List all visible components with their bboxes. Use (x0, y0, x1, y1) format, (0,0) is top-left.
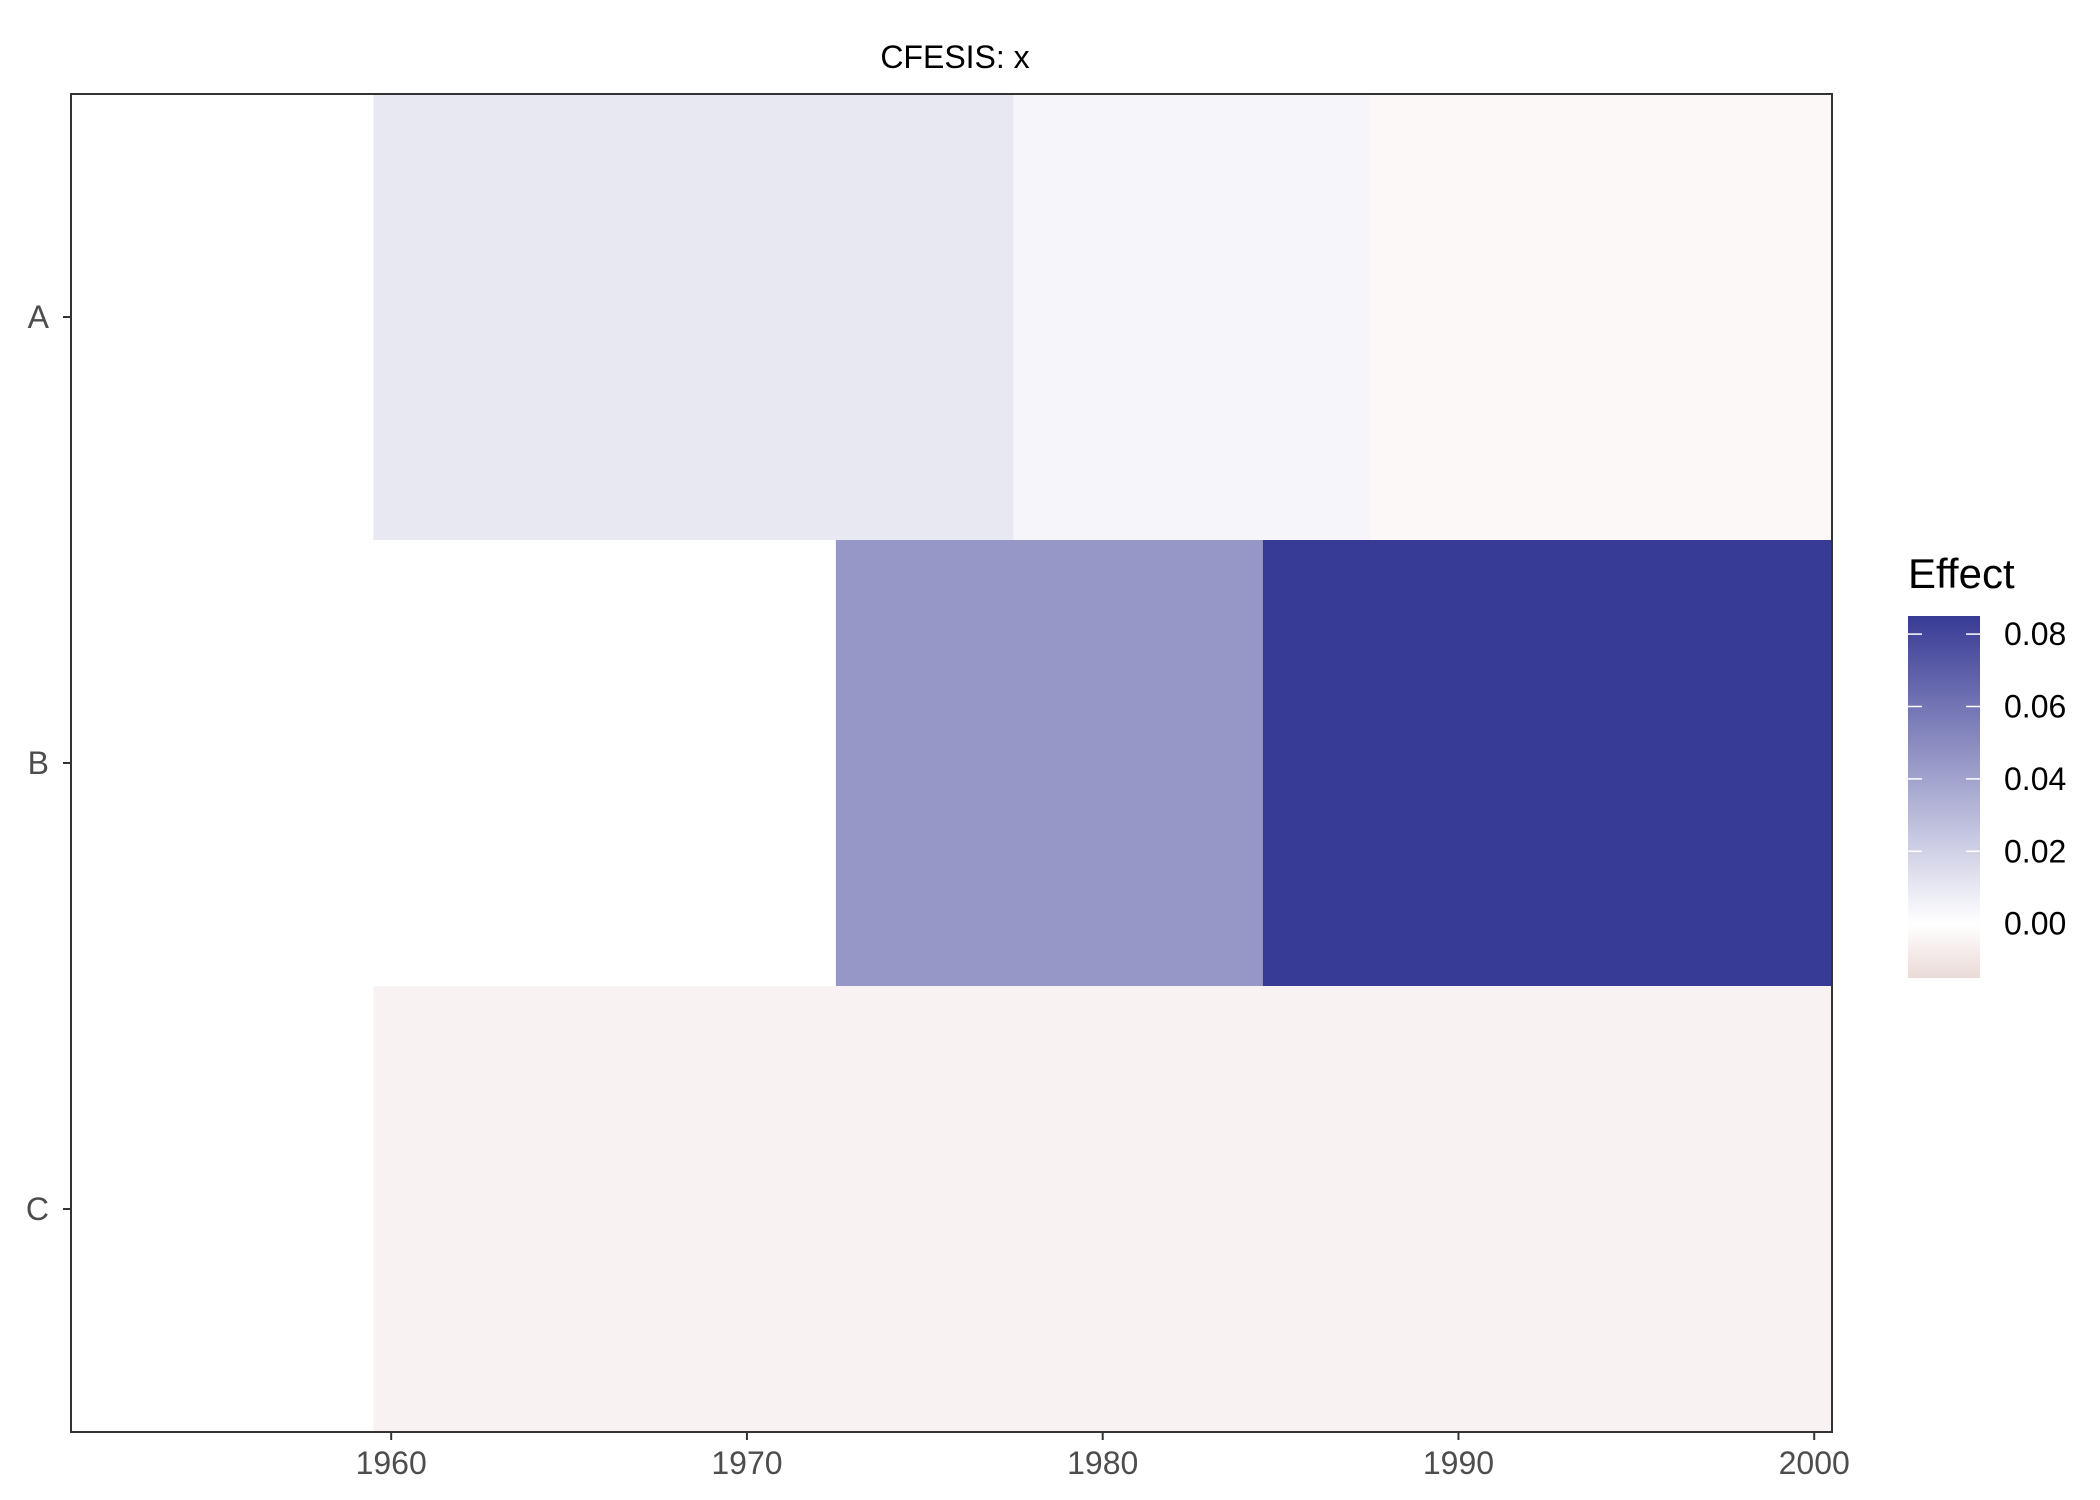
heatmap-tile-b-3 (373, 540, 836, 986)
heatmap-tiles (373, 94, 1833, 1432)
x-axis: 1960 1970 1980 1990 2000 (356, 1432, 1850, 1481)
y-tick-label-a: A (28, 299, 50, 335)
legend: Effect 0.00 0.02 0.04 0.06 0.08 (1908, 550, 2066, 978)
heatmap-tile-b-5 (1262, 540, 1832, 986)
heatmap-tile-a-1 (1013, 94, 1370, 540)
legend-colorbar (1908, 616, 1980, 978)
x-tick-label-1980: 1980 (1067, 1445, 1138, 1481)
heatmap-tile-a-0 (373, 94, 1014, 540)
y-tick-label-b: B (28, 745, 49, 781)
legend-label-0: 0.00 (2004, 906, 2066, 942)
x-tick-label-2000: 2000 (1779, 1445, 1850, 1481)
legend-label-2: 0.04 (2004, 761, 2066, 797)
x-tick-label-1990: 1990 (1423, 1445, 1494, 1481)
legend-ticks: 0.00 0.02 0.04 0.06 0.08 (1908, 616, 2066, 942)
heatmap-tile-b-4 (835, 540, 1263, 986)
legend-label-1: 0.02 (2004, 833, 2066, 869)
chart-title: CFESIS: x (880, 39, 1029, 75)
heatmap-tile-a-2 (1369, 94, 1832, 540)
x-tick-label-1960: 1960 (356, 1445, 427, 1481)
y-tick-label-c: C (26, 1191, 49, 1227)
heatmap-tile-c-6 (373, 986, 1833, 1432)
x-tick-label-1970: 1970 (711, 1445, 782, 1481)
legend-label-4: 0.08 (2004, 616, 2066, 652)
legend-label-3: 0.06 (2004, 689, 2066, 725)
y-axis: A B C (26, 299, 71, 1227)
legend-title: Effect (1908, 550, 2015, 597)
